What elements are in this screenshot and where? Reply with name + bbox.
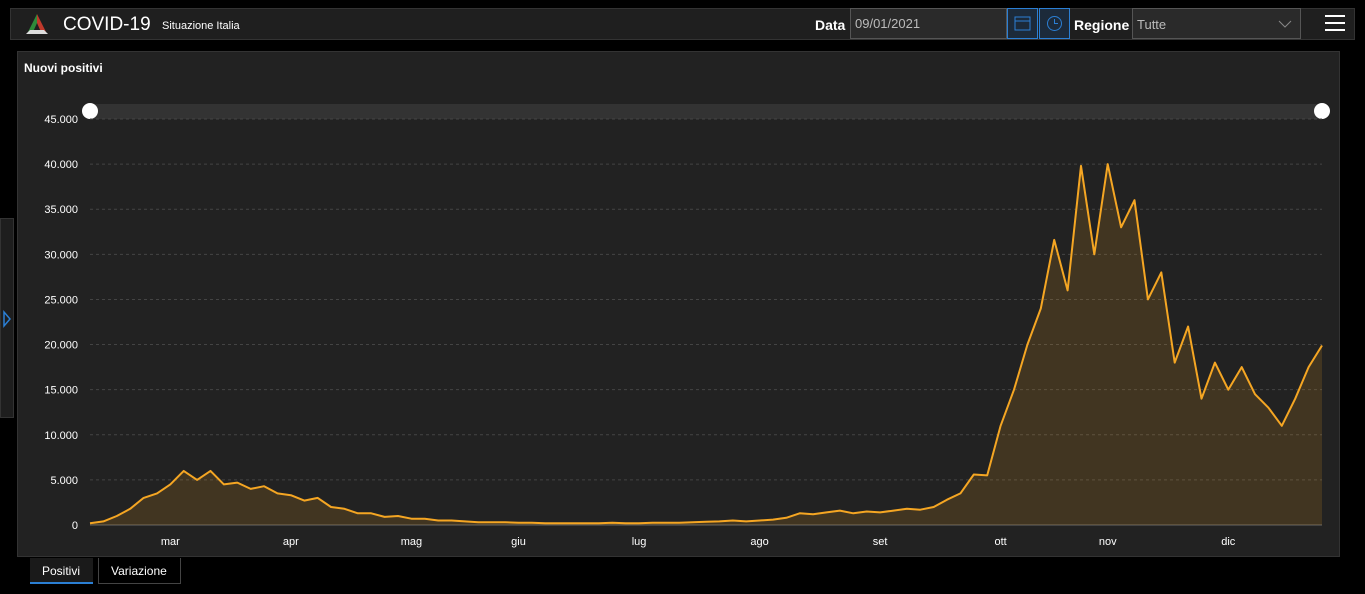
app-title: COVID-19: [63, 14, 151, 35]
x-tick-label: apr: [283, 536, 299, 548]
dropdown-arrow: [1278, 20, 1292, 28]
x-tick-label: nov: [1099, 536, 1117, 548]
x-tick-label: set: [873, 536, 888, 548]
area: [90, 164, 1322, 525]
y-tick-label: 25.000: [44, 294, 78, 306]
tab-positivi[interactable]: Positivi: [30, 558, 93, 584]
y-tick-label: 40.000: [44, 159, 78, 171]
range-handle-left[interactable]: [82, 103, 98, 119]
calendar-icon: [1014, 16, 1031, 31]
x-tick-label: ago: [750, 536, 768, 548]
date-label: Data: [815, 17, 846, 33]
side-toggle[interactable]: [0, 218, 14, 418]
calendar-button[interactable]: [1007, 8, 1038, 39]
y-tick-label: 35.000: [44, 204, 78, 216]
tab-variazione[interactable]: Variazione: [98, 558, 181, 584]
date-input[interactable]: 09/01/2021: [850, 8, 1007, 39]
chart-title: Nuovi positivi: [24, 61, 103, 75]
x-tick-label: ott: [994, 536, 1006, 548]
logo: [26, 14, 48, 34]
x-tick-label: giu: [511, 536, 526, 548]
x-tick-label: lug: [632, 536, 647, 548]
clock-icon: [1047, 16, 1062, 31]
region-select[interactable]: Tutte: [1132, 8, 1301, 39]
range-handle-right[interactable]: [1314, 103, 1330, 119]
line: [89, 163, 1323, 525]
app-subtitle: Situazione Italia: [162, 20, 240, 32]
chart-panel: [17, 51, 1340, 557]
time-button[interactable]: [1039, 8, 1070, 39]
region-label: Regione: [1074, 17, 1130, 33]
region-value: Tutte: [1137, 17, 1167, 32]
y-tick-label: 30.000: [44, 249, 78, 261]
y-tick-label: 5.000: [50, 475, 78, 487]
header: [10, 8, 1355, 40]
x-tick-label: mar: [161, 536, 180, 548]
menu-button[interactable]: [1325, 13, 1345, 33]
y-tick-label: 45.000: [44, 114, 78, 126]
y-tick-label: 0: [72, 520, 78, 532]
x-tick-label: dic: [1221, 536, 1236, 548]
side-arrow: [3, 309, 11, 329]
y-tick-label: 20.000: [44, 340, 78, 352]
y-tick-label: 10.000: [44, 430, 78, 442]
y-tick-label: 15.000: [44, 385, 78, 397]
x-tick-label: mag: [401, 536, 422, 548]
range-slider[interactable]: [90, 104, 1322, 119]
